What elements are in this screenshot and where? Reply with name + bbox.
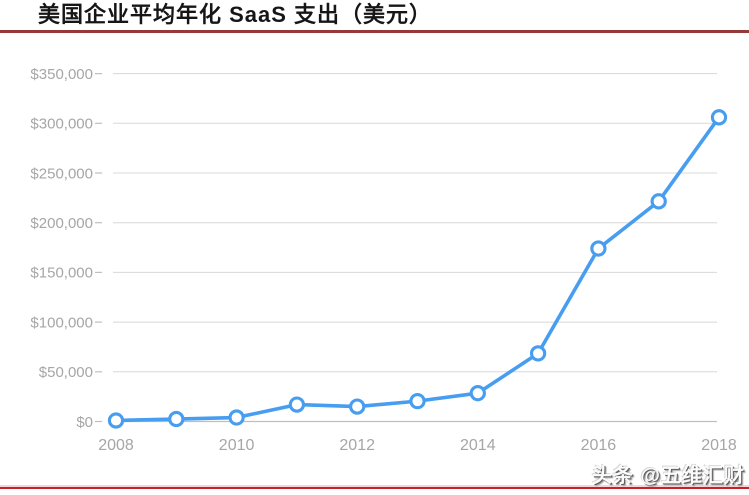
chart-title: 美国企业平均年化 SaaS 支出（美元）	[38, 2, 433, 27]
data-point-marker	[710, 109, 728, 126]
data-point-marker	[650, 193, 667, 210]
data-point-marker	[288, 396, 306, 413]
y-tick-label: $0	[76, 414, 93, 431]
data-point-marker	[529, 345, 547, 362]
data-point-marker	[228, 409, 245, 426]
x-tick-label: 2014	[460, 437, 496, 454]
x-tick-label: 2008	[98, 437, 134, 454]
data-point-marker	[590, 240, 607, 257]
data-point-marker	[168, 410, 185, 428]
y-tick-label: $250,000	[30, 165, 93, 182]
series-line	[114, 115, 721, 423]
x-tick-label: 2010	[219, 437, 255, 454]
data-point-marker	[349, 398, 366, 415]
data-point-marker	[107, 412, 125, 429]
y-tick-label: $50,000	[39, 364, 93, 381]
y-tick-label: $300,000	[30, 116, 93, 133]
title-underline	[0, 30, 749, 33]
y-tick-label: $150,000	[30, 265, 93, 282]
footer-red-rule	[0, 487, 749, 489]
data-point-marker	[409, 392, 426, 410]
watermark: 头条 @五维汇财	[591, 465, 745, 487]
y-tick-label: $350,000	[30, 66, 93, 83]
x-tick-label: 2016	[581, 437, 617, 454]
x-tick-label: 2018	[701, 437, 737, 454]
data-point-marker	[469, 385, 486, 402]
y-tick-label: $200,000	[30, 215, 93, 232]
x-tick-label: 2012	[339, 437, 375, 454]
y-tick-label: $100,000	[30, 314, 93, 331]
